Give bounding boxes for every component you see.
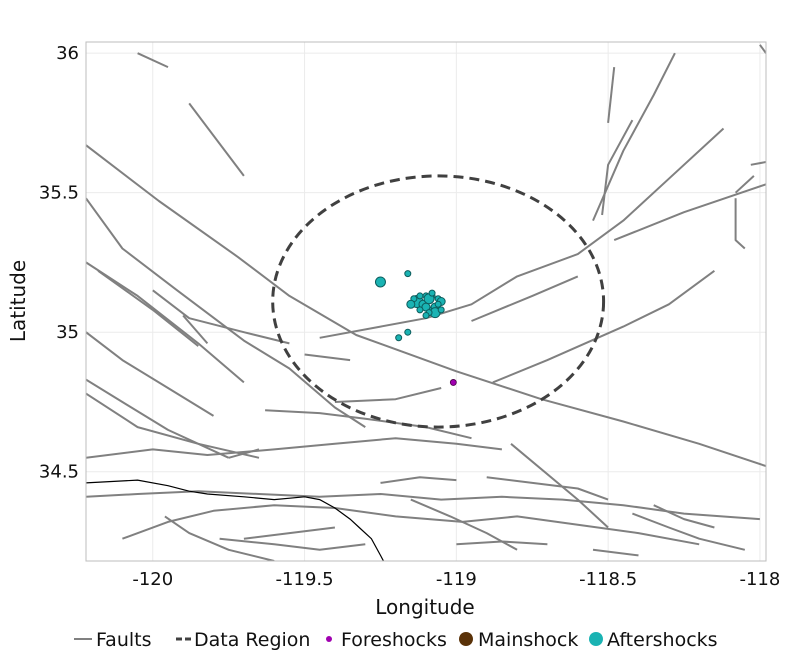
fault-line: [380, 476, 457, 484]
coastline: [86, 479, 385, 561]
fault-line: [152, 289, 290, 345]
fault-line: [97, 269, 199, 347]
y-axis-title: Latitude: [6, 260, 30, 342]
aftershock-point: [434, 300, 442, 308]
aftershock-point: [416, 306, 424, 314]
foreshock-point: [449, 379, 457, 386]
fault-line: [137, 52, 169, 69]
fault-line: [486, 476, 609, 501]
y-tick-label: 35: [56, 322, 79, 343]
legend-key-mainshock: [459, 632, 473, 646]
aftershock-point: [437, 306, 445, 314]
aftershock-point: [422, 311, 430, 319]
data-region-circle: [271, 174, 606, 429]
fault-line: [86, 261, 245, 384]
fault-line: [86, 144, 766, 468]
legend-label: Faults: [96, 629, 152, 651]
fault-line: [607, 66, 616, 124]
fault-line: [219, 537, 366, 551]
x-axis-ticks: -120 -119.5 -119 -118.5 -118: [132, 569, 780, 590]
fault-line: [265, 409, 472, 440]
fault-line: [164, 515, 275, 561]
fault-line: [632, 512, 746, 551]
legend-label: Data Region: [194, 629, 310, 651]
earthquake-points: [374, 270, 457, 386]
fault-line: [319, 127, 725, 339]
aftershock-point: [374, 276, 386, 288]
grid-lines: [86, 42, 766, 561]
fault-line: [228, 448, 260, 459]
fault-line: [86, 392, 260, 459]
plot-frame: [85, 41, 767, 562]
fault-line: [243, 526, 336, 540]
fault-line: [304, 353, 351, 362]
fault-line: [122, 504, 700, 546]
legend-label: Foreshocks: [341, 629, 447, 651]
y-axis-ticks: 34.5 35 35.5 36: [39, 43, 79, 483]
x-tick-label: -119: [436, 569, 477, 590]
fault-line: [188, 102, 245, 177]
fault-line: [734, 175, 755, 194]
fault-line: [182, 314, 209, 345]
x-tick-label: -118.5: [579, 569, 637, 590]
fault-line: [734, 198, 746, 250]
fault-line: [592, 548, 639, 557]
fault-line: [492, 269, 715, 384]
data-region: [271, 174, 606, 429]
fault-line: [601, 119, 634, 216]
fault-line: [510, 443, 609, 529]
fault-line: [86, 197, 366, 428]
fault-line: [456, 540, 548, 546]
fault-line: [759, 44, 766, 54]
aftershock-point: [404, 328, 412, 336]
aftershock-point: [395, 334, 403, 342]
y-tick-label: 36: [56, 43, 79, 64]
legend-label: Mainshock: [478, 629, 578, 651]
fault-line: [334, 387, 442, 403]
legend-key-foreshocks: [326, 636, 332, 642]
fault-line: [750, 161, 766, 166]
fault-line: [86, 437, 503, 459]
y-tick-label: 34.5: [39, 462, 79, 483]
y-tick-label: 35.5: [39, 183, 79, 204]
aftershock-point: [428, 289, 436, 297]
fault-line: [471, 275, 579, 322]
x-tick-label: -118: [739, 569, 780, 590]
fault-lines: [86, 44, 766, 561]
fault-line: [653, 504, 715, 529]
x-tick-label: -119.5: [276, 569, 334, 590]
x-tick-label: -120: [132, 569, 173, 590]
x-axis-title: Longitude: [375, 595, 474, 619]
fault-line: [613, 183, 766, 242]
aftershock-point: [404, 270, 412, 278]
legend-key-aftershocks: [589, 632, 603, 646]
legend-label: Aftershocks: [607, 629, 718, 651]
fault-line: [86, 490, 760, 521]
fault-line: [592, 52, 676, 221]
aftershock-point: [406, 299, 416, 309]
coastline-line: [86, 479, 385, 561]
fault-line: [86, 331, 215, 417]
legend: Faults Data Region Foreshocks Mainshock Afte…: [74, 629, 718, 651]
aftershock-point: [416, 292, 424, 300]
